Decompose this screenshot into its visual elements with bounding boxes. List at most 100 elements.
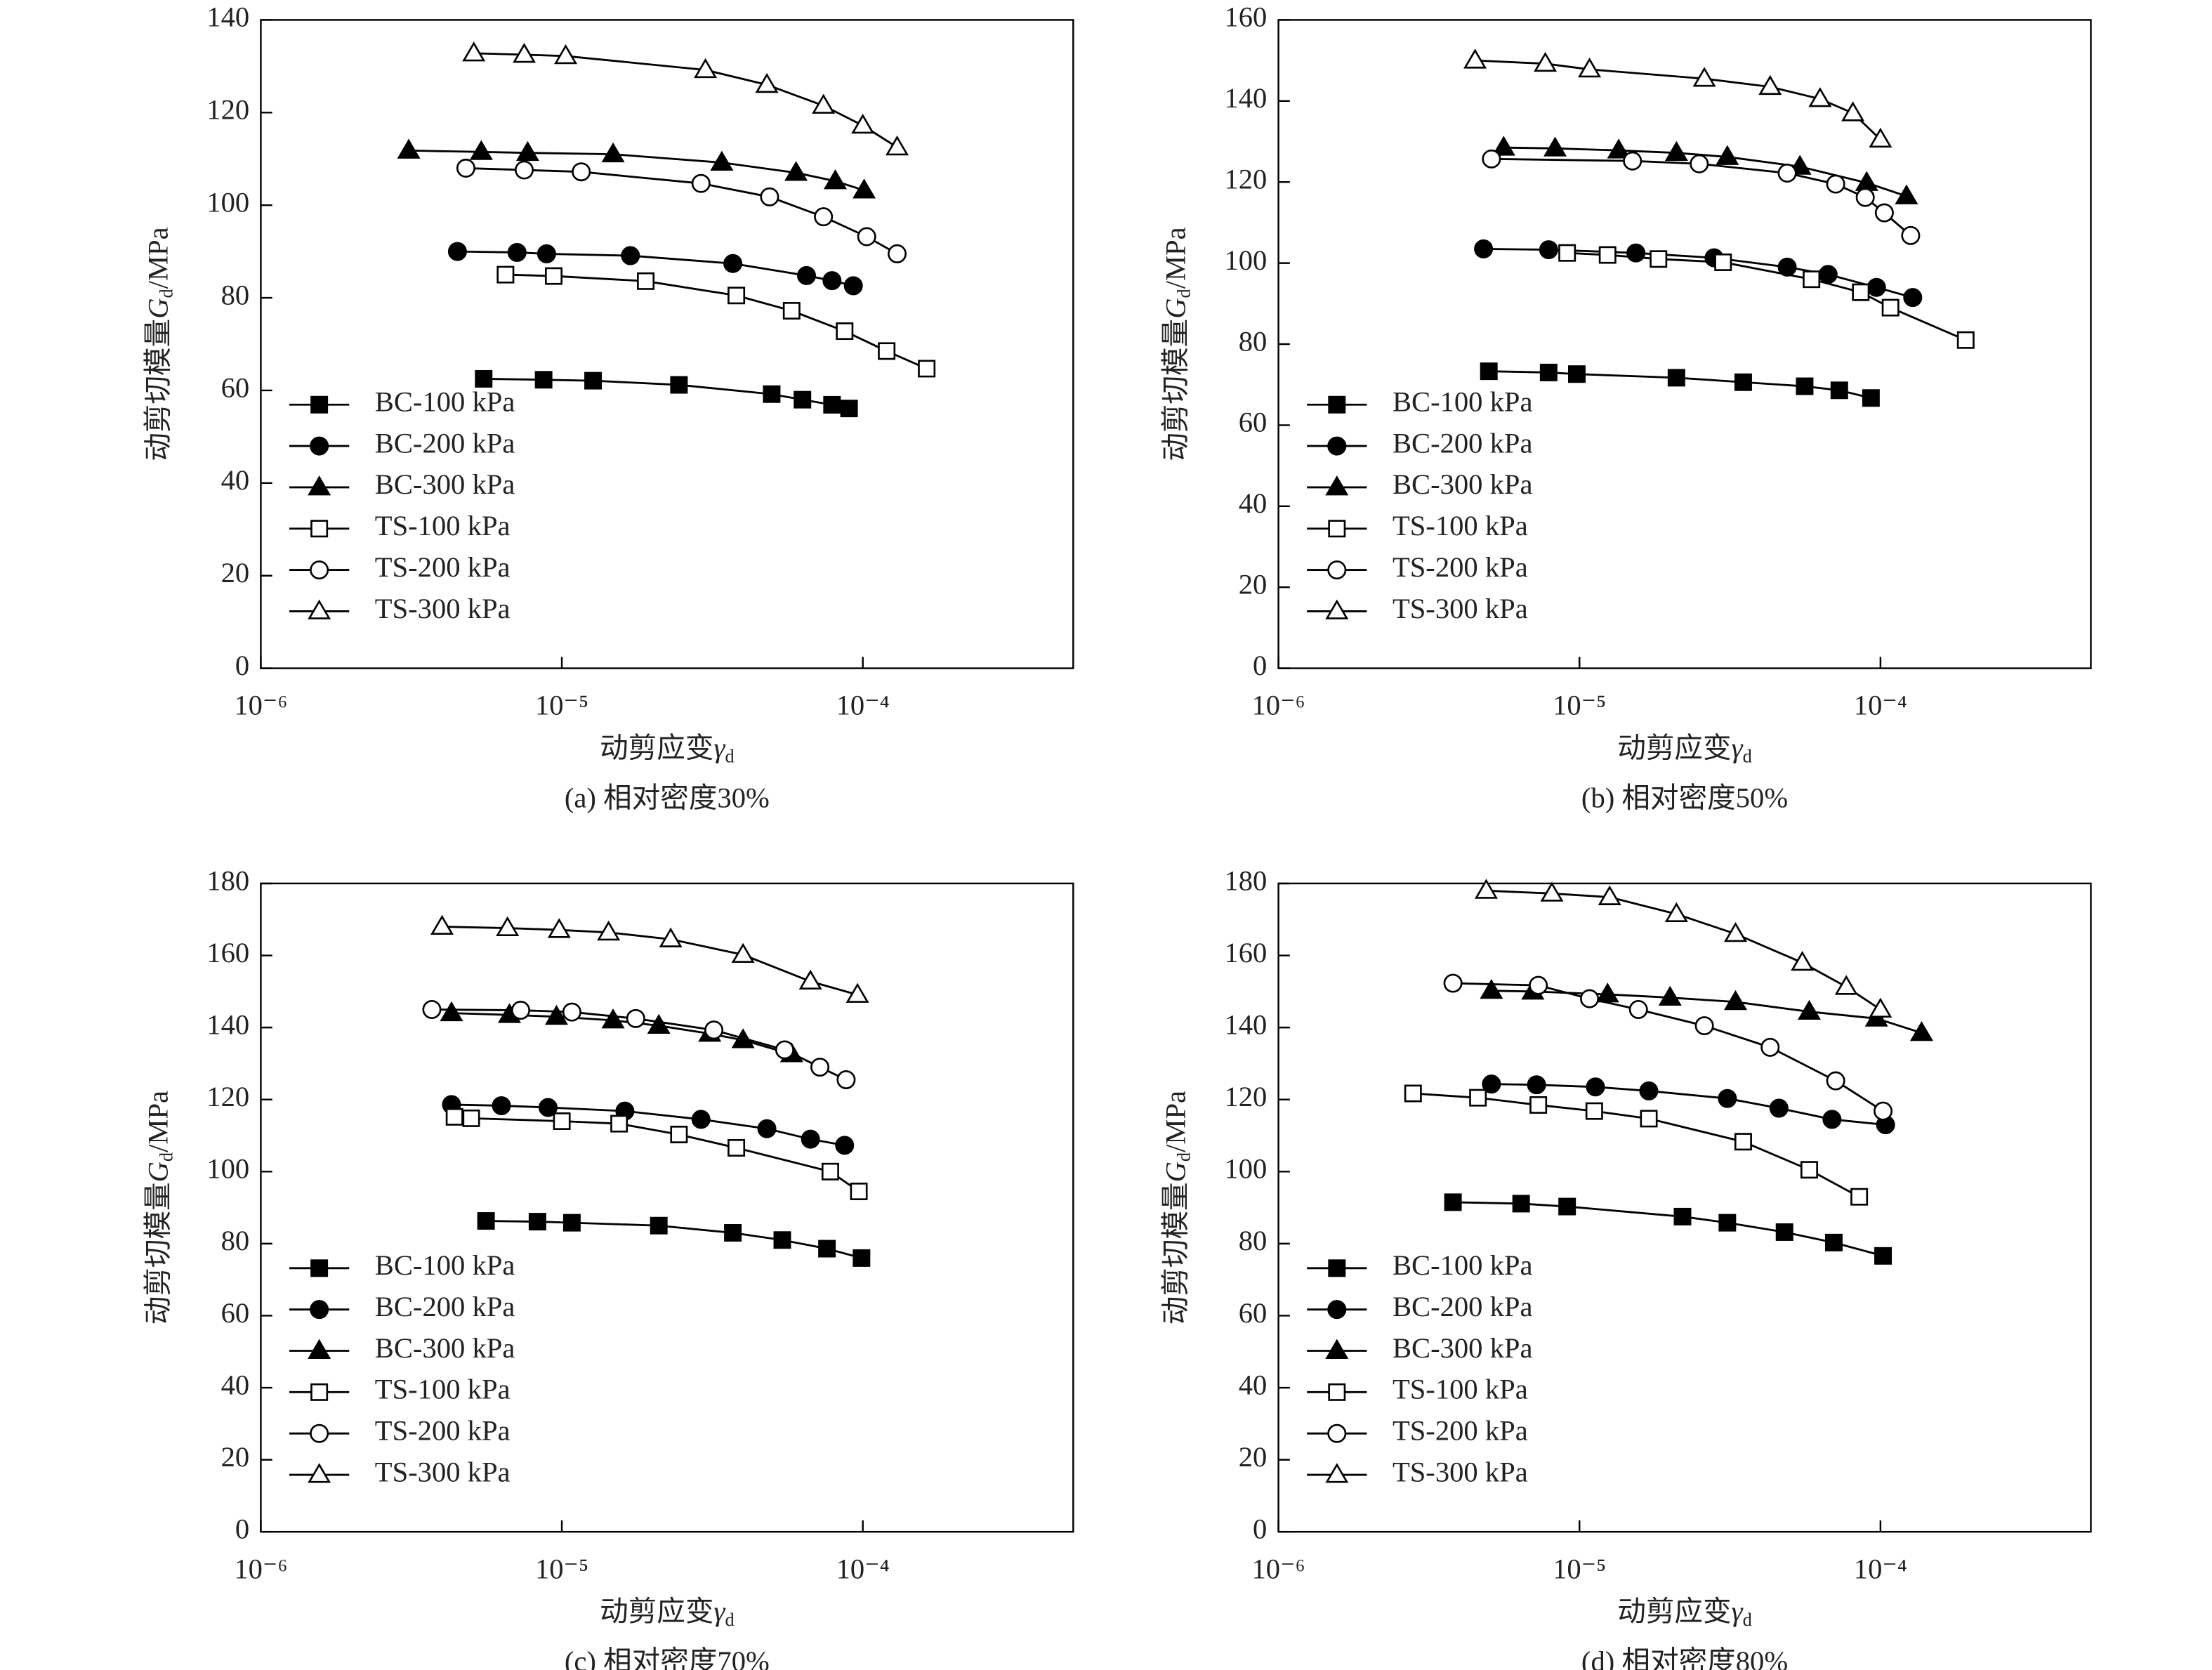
y-label-text: 动剪切模量: [143, 319, 174, 461]
data-point: [757, 1119, 777, 1138]
legend-symbol: [1328, 520, 1346, 538]
series-line: [454, 1115, 860, 1192]
data-point: [852, 1249, 871, 1267]
y-tick-label: 100: [206, 1153, 249, 1185]
data-point: [755, 72, 779, 93]
data-point: [823, 169, 847, 190]
data-point: [650, 1216, 668, 1235]
data-point: [1529, 1096, 1548, 1114]
series-line: [1486, 889, 1881, 1011]
legend-label: BC-200 kPa: [375, 427, 515, 459]
legend-symbol: [310, 1424, 329, 1443]
data-point: [1714, 253, 1732, 271]
data-point: [773, 1231, 791, 1249]
data-point: [851, 113, 875, 134]
data-point: [798, 969, 822, 989]
data-point: [836, 1070, 856, 1090]
data-point: [1585, 1102, 1603, 1120]
y-label-unit: /MPa: [1160, 1091, 1192, 1152]
x-axis-label: 动剪应变γd: [600, 732, 735, 767]
legend-label: TS-100 kPa: [1393, 510, 1528, 541]
data-point: [1874, 1247, 1892, 1265]
x-tick-label: 10⁻⁴: [1854, 1553, 1907, 1584]
data-point: [584, 372, 603, 390]
data-point: [601, 142, 625, 163]
y-axis-label: 动剪切模量Gd/MPa: [143, 227, 177, 461]
data-point: [812, 93, 836, 114]
y-label-sub: d: [156, 289, 177, 298]
data-point: [1791, 951, 1815, 971]
series-line: [451, 1103, 845, 1147]
data-point: [878, 342, 896, 360]
series-line: [409, 149, 865, 192]
data-point: [1512, 1195, 1530, 1213]
y-tick-label: 20: [1239, 1441, 1268, 1473]
data-point: [1869, 127, 1892, 148]
data-point: [818, 1240, 836, 1258]
data-point: [1824, 1233, 1843, 1251]
x-label-symbol: γ: [1732, 732, 1744, 764]
legend-symbol: [310, 1300, 329, 1320]
data-point: [1694, 1016, 1714, 1036]
x-tick-label: 10⁻⁴: [836, 690, 890, 721]
data-point: [1852, 283, 1870, 301]
data-point: [821, 1162, 839, 1181]
data-point: [545, 267, 563, 285]
legend-label: BC-200 kPa: [1393, 1291, 1533, 1322]
data-point: [475, 369, 493, 388]
data-point: [610, 1115, 628, 1133]
caption: (a) 相对密度30%: [565, 782, 770, 814]
y-label-symbol: G: [1160, 1162, 1192, 1182]
data-point: [507, 242, 527, 262]
data-point: [1482, 1074, 1501, 1094]
data-point: [1718, 1089, 1737, 1108]
x-axis-label: 动剪应变γd: [1617, 732, 1752, 767]
data-point: [691, 173, 711, 193]
data-point: [1769, 1098, 1789, 1118]
data-point: [670, 1125, 688, 1143]
y-tick-label: 40: [1239, 1369, 1268, 1400]
y-tick-label: 40: [221, 464, 250, 496]
data-point: [1818, 265, 1838, 284]
data-point: [1841, 101, 1865, 121]
y-tick-label: 160: [1224, 937, 1267, 968]
data-point: [814, 207, 834, 227]
plot-frame: [260, 19, 1074, 669]
data-point: [1650, 250, 1668, 268]
data-point: [637, 272, 655, 290]
legend-label: TS-200 kPa: [375, 551, 511, 583]
legend-symbol: [310, 436, 329, 456]
legend-label: TS-300 kPa: [1393, 1456, 1528, 1487]
x-tick-label: 10⁻⁴: [836, 1553, 890, 1584]
data-point: [1874, 1101, 1893, 1121]
plot-frame: [1277, 882, 2092, 1533]
data-point: [1901, 225, 1921, 245]
legend-symbol: [308, 475, 331, 496]
data-point: [835, 1136, 855, 1155]
data-point: [1539, 363, 1558, 381]
x-label-text: 动剪应变: [600, 1596, 713, 1627]
y-label-text: 动剪切模量: [1160, 1182, 1192, 1324]
y-tick-label: 20: [1239, 569, 1268, 600]
data-point: [511, 1001, 530, 1020]
data-point: [694, 58, 718, 79]
data-point: [456, 158, 475, 178]
data-point: [1867, 277, 1886, 297]
data-point: [544, 1004, 568, 1025]
legend-symbol: [1327, 560, 1347, 580]
y-label-unit: /MPa: [1160, 227, 1192, 289]
legend-symbol: [1325, 475, 1349, 496]
data-point: [1469, 1089, 1487, 1107]
data-point: [823, 395, 841, 414]
data-point: [1664, 140, 1688, 162]
data-point: [797, 265, 817, 285]
data-point: [462, 1109, 480, 1127]
y-label-unit: /MPa: [143, 1091, 174, 1152]
y-tick-label: 140: [1224, 82, 1267, 114]
data-point: [538, 1098, 558, 1117]
data-point: [1758, 74, 1782, 96]
data-point: [822, 271, 842, 291]
data-point: [515, 160, 534, 180]
data-point: [477, 1212, 495, 1230]
data-point: [1777, 257, 1797, 277]
